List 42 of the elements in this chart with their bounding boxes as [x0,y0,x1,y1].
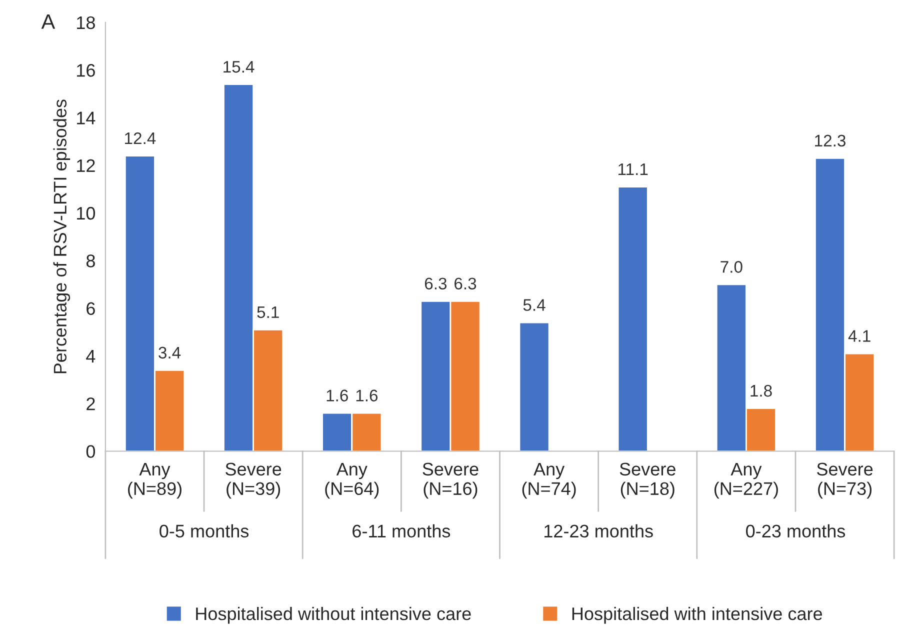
data-label: 5.4 [523,299,546,311]
x-tick-label: Severe (N=73) [817,462,873,499]
y-tick-label: 10 [77,206,96,220]
data-label: 3.4 [158,346,181,359]
y-tick-label: 18 [77,16,95,30]
data-label: 1.6 [326,390,348,402]
x-tick-label: Severe (N=39) [226,462,282,499]
y-tick-label: 8 [86,254,95,268]
y-tick-label: 2 [86,397,95,410]
text: 0-5 months [160,524,249,538]
text: 12-23 months [544,524,653,538]
x-tick-label: Any (N=64) [325,462,379,499]
legend-label: Hospitalised without intensive care [196,606,471,624]
data-label: 7.0 [720,261,742,273]
data-label: 1.6 [356,390,378,402]
data-label: 11.1 [618,164,648,175]
data-label: 4.1 [848,330,870,342]
data-label: 1.8 [750,384,772,397]
data-label: 12.3 [815,134,846,147]
data-label: 15.4 [224,61,254,73]
data-label: 12.4 [125,132,156,144]
x-tick-label: Any (N=74) [522,462,576,499]
data-label: 5.1 [257,306,279,318]
y-axis-title: Percentage of RSV-LRTI episodes [53,100,70,374]
y-tick-label: 16 [77,64,95,77]
y-tick-label: 4 [86,350,96,362]
x-tick-label: Any (N=89) [128,462,182,499]
x-tick-label: Severe (N=16) [422,462,478,499]
bar [617,186,648,452]
data-label: 6.3 [424,278,447,290]
bar [518,322,550,452]
y-tick-label: 12 [77,159,95,172]
legend-label: Hospitalised with intensive care [572,606,822,624]
text: 6-11 months [352,524,450,538]
x-tick-label: Severe (N=18) [620,462,676,499]
text: A [41,14,56,29]
text: 0-23 months [746,524,846,538]
data-label: 6.3 [454,278,476,290]
y-tick-label: 6 [86,302,95,315]
y-tick-label: 14 [77,112,96,124]
x-tick-label: Any (N=227) [714,462,778,499]
y-tick-label: 0 [86,445,96,458]
